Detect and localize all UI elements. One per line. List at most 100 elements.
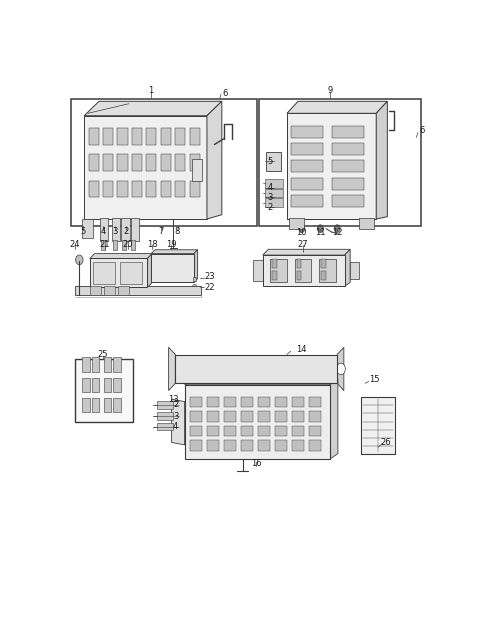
Bar	[103, 154, 113, 171]
Polygon shape	[194, 250, 198, 283]
Polygon shape	[337, 348, 344, 391]
Bar	[156, 401, 173, 409]
Polygon shape	[90, 253, 152, 258]
Polygon shape	[345, 250, 350, 286]
Bar	[332, 195, 364, 207]
Bar	[259, 99, 421, 227]
Bar	[224, 426, 236, 436]
Bar	[92, 397, 99, 412]
Bar	[103, 180, 113, 197]
Text: 5: 5	[81, 227, 86, 236]
Bar	[89, 180, 99, 197]
Bar	[290, 178, 324, 190]
Bar	[292, 411, 304, 422]
Bar	[258, 426, 270, 436]
Bar	[93, 262, 115, 284]
Bar	[92, 358, 99, 372]
Bar	[321, 271, 325, 280]
Text: 21: 21	[99, 240, 110, 248]
Polygon shape	[253, 260, 263, 281]
Bar	[175, 180, 185, 197]
Bar	[241, 426, 253, 436]
Bar	[361, 397, 395, 454]
Bar	[309, 440, 321, 451]
Bar	[309, 411, 321, 422]
Text: 11: 11	[315, 228, 325, 237]
Bar	[132, 240, 135, 250]
Bar	[190, 411, 203, 422]
Text: 23: 23	[204, 272, 215, 281]
Bar	[89, 128, 99, 145]
Bar	[104, 397, 111, 412]
Bar	[309, 397, 321, 407]
Bar	[207, 411, 219, 422]
Circle shape	[334, 225, 340, 233]
Bar	[321, 260, 325, 268]
Bar	[132, 180, 142, 197]
Text: 26: 26	[380, 438, 391, 447]
Bar	[332, 143, 364, 155]
Bar	[104, 358, 111, 372]
Bar	[132, 128, 142, 145]
Bar	[131, 218, 139, 241]
Bar	[83, 378, 90, 392]
Bar	[161, 180, 171, 197]
Circle shape	[299, 225, 305, 233]
Bar	[332, 178, 364, 190]
Text: 3: 3	[173, 411, 178, 421]
Bar	[258, 411, 270, 422]
Polygon shape	[350, 262, 360, 279]
Bar	[100, 218, 108, 241]
Polygon shape	[172, 399, 185, 445]
Text: 18: 18	[147, 240, 157, 248]
Bar	[297, 271, 301, 280]
Bar	[295, 259, 312, 283]
Polygon shape	[376, 101, 387, 219]
Text: 7: 7	[158, 227, 164, 236]
Bar	[113, 397, 120, 412]
Text: 4: 4	[267, 183, 273, 192]
Text: 2: 2	[123, 227, 129, 236]
Circle shape	[317, 364, 324, 374]
Bar	[290, 143, 324, 155]
Bar	[101, 240, 105, 250]
Bar	[258, 397, 270, 407]
Text: 9: 9	[327, 85, 332, 95]
Circle shape	[138, 275, 142, 279]
Polygon shape	[151, 250, 198, 253]
Bar	[275, 397, 288, 407]
Polygon shape	[168, 348, 175, 391]
Text: 10: 10	[297, 228, 307, 237]
Bar	[270, 259, 287, 283]
Bar	[290, 126, 324, 138]
Bar	[332, 160, 364, 172]
Bar	[118, 154, 128, 171]
Bar	[161, 154, 171, 171]
Bar	[224, 397, 236, 407]
Bar	[264, 198, 283, 207]
Bar	[120, 262, 142, 284]
Bar	[83, 358, 90, 372]
Bar	[290, 195, 324, 207]
Polygon shape	[147, 253, 152, 287]
Circle shape	[317, 225, 324, 233]
Bar	[292, 397, 304, 407]
Bar	[263, 255, 345, 286]
Text: 19: 19	[166, 240, 176, 248]
Polygon shape	[330, 379, 338, 459]
Polygon shape	[84, 101, 222, 115]
Bar	[90, 286, 101, 295]
Text: 3: 3	[267, 193, 273, 202]
Bar	[266, 152, 281, 171]
Text: 13: 13	[168, 395, 178, 404]
Text: 12: 12	[332, 228, 342, 237]
Bar	[156, 412, 173, 420]
Text: 2: 2	[267, 203, 273, 212]
Bar	[146, 128, 156, 145]
Bar	[241, 411, 253, 422]
Bar	[241, 397, 253, 407]
Bar	[207, 440, 219, 451]
Bar	[289, 218, 304, 228]
Text: 1: 1	[148, 85, 154, 95]
Bar	[275, 426, 288, 436]
